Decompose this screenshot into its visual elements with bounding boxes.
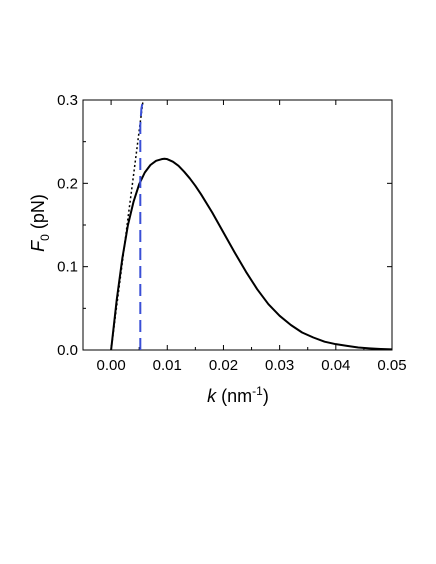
x-tick-label: 0.01: [153, 357, 182, 374]
y-tick-label: 0.2: [57, 175, 78, 192]
x-tick-label: 0.02: [209, 357, 238, 374]
plot-axes: 0.00 0.01 0.02 0.03 0.04 0.05 0.0 0.1 0.2 0.3: [57, 92, 406, 374]
plot-series: [110, 99, 393, 351]
y-tick-label: 0.3: [57, 92, 78, 109]
x-tick-label: 0.03: [265, 357, 294, 374]
plot-frame: [82, 99, 393, 351]
series-line-solid: [110, 157, 393, 351]
x-tick-label: 0.05: [377, 357, 406, 374]
series-line-dashed: [139, 99, 145, 350]
x-tick-label: 0.00: [96, 357, 125, 374]
x-tick-label: 0.04: [321, 357, 350, 374]
y-axis-label: F0 (pN): [28, 194, 52, 252]
series-line-dotted: [110, 99, 144, 351]
plot-labels: k (nm-1) F0 (pN): [28, 194, 269, 406]
y-tick-label: 0.0: [57, 342, 78, 359]
x-axis-label: k (nm-1): [207, 384, 269, 406]
y-tick-label: 0.1: [57, 259, 78, 276]
